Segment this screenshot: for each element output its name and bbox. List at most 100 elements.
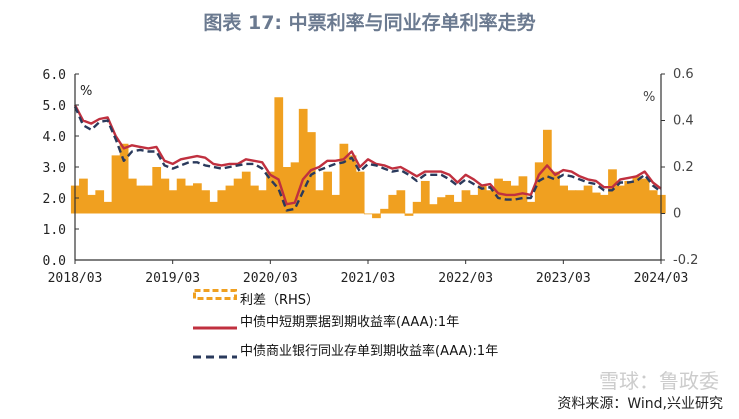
left-tick-label: 5.0 xyxy=(43,99,66,114)
spread-bar xyxy=(258,190,267,214)
chart-title: 图表 17: 中票利率与同业存单利率走势 xyxy=(203,12,536,34)
spread-bar xyxy=(616,185,625,214)
spread-bar xyxy=(494,178,503,214)
spread-bar xyxy=(624,180,634,214)
legend-item-ncd: 中债商业银行同业存单到期收益率(AAA):1年 xyxy=(193,344,498,364)
spread-bar xyxy=(640,178,650,214)
spread-bar xyxy=(298,108,308,214)
axes: 0.0 1.0 2.0 3.0 4.0 5.0 6.0 -0.2 0 0.2 0.4 0.6 2018/… xyxy=(43,67,699,286)
spread-bar xyxy=(404,213,414,216)
spread-bar xyxy=(445,194,455,214)
legend-item-spread: 利差（RHS） xyxy=(193,289,319,308)
spread-bar xyxy=(510,185,520,214)
spread-bar xyxy=(355,171,365,214)
spread-bar xyxy=(225,185,235,214)
left-tick-label: 6.0 xyxy=(43,68,66,83)
spread-bar xyxy=(469,194,479,214)
spread-bar xyxy=(396,190,406,214)
spread-bar xyxy=(542,129,552,214)
legend-item-cp: 中债中短期票据到期收益率(AAA):1年 xyxy=(193,315,459,335)
spread-bar xyxy=(388,194,398,214)
spread-bar xyxy=(583,185,593,214)
legend-label-cp: 中债中短期票据到期收益率(AAA):1年 xyxy=(240,315,460,330)
spread-bar xyxy=(136,185,145,214)
spread-bar xyxy=(648,190,658,214)
x-tick-label: 2024/03 xyxy=(634,271,689,286)
spread-bar xyxy=(184,185,194,214)
x-tick-label: 2023/03 xyxy=(536,271,591,286)
spread-bar xyxy=(363,213,373,215)
spread-bar xyxy=(111,155,121,214)
spread-bar xyxy=(526,201,536,214)
left-tick-label: 3.0 xyxy=(43,161,66,176)
spread-bar xyxy=(119,143,129,214)
spread-bar xyxy=(437,197,446,214)
spread-bar xyxy=(103,201,113,214)
spread-bar xyxy=(575,190,585,214)
left-tick-label: 2.0 xyxy=(43,192,66,207)
right-tick-label: 0.6 xyxy=(673,67,694,82)
spread-bar xyxy=(412,201,422,214)
spread-bar xyxy=(347,155,357,214)
spread-bar xyxy=(591,192,601,214)
spread-bar xyxy=(567,190,577,214)
ncd-rate-line xyxy=(73,106,662,212)
spread-bar xyxy=(477,185,487,214)
legend-label-spread: 利差（RHS） xyxy=(240,293,320,308)
legend-swatch-spread xyxy=(193,289,237,300)
spread-bar xyxy=(534,162,544,214)
x-tick-label: 2021/03 xyxy=(341,271,396,286)
spread-bar xyxy=(429,204,438,214)
spread-bar xyxy=(420,180,430,214)
spread-bar xyxy=(168,190,178,214)
spread-bar xyxy=(632,176,642,214)
spread-bar xyxy=(249,185,259,214)
x-tick-label: 2018/03 xyxy=(48,271,103,286)
spread-bars xyxy=(70,97,666,219)
rate-lines xyxy=(73,104,662,212)
spread-bar xyxy=(282,167,292,214)
legend-label-ncd: 中债商业银行同业存单到期收益率(AAA):1年 xyxy=(240,344,499,359)
left-tick-label: 4.0 xyxy=(43,130,66,145)
spread-bar xyxy=(233,178,243,214)
spread-bar xyxy=(461,190,471,214)
spread-bar xyxy=(502,180,512,214)
right-unit-label: % xyxy=(643,90,655,105)
spread-bar xyxy=(266,171,276,214)
right-tick-label: 0 xyxy=(673,207,681,222)
spread-bar xyxy=(217,190,227,214)
x-tick-label: 2019/03 xyxy=(145,271,200,286)
legend-swatch-ncd xyxy=(193,355,237,359)
spread-bar xyxy=(315,190,324,214)
spread-bar xyxy=(201,190,210,214)
spread-bar xyxy=(127,178,137,214)
right-tick-label: -0.2 xyxy=(673,253,698,268)
spread-bar xyxy=(152,167,162,214)
right-tick-label: 0.2 xyxy=(673,160,694,175)
legend-swatch-cp xyxy=(193,326,237,330)
right-tick-label: 0.4 xyxy=(673,114,694,129)
x-tick-label: 2020/03 xyxy=(243,271,298,286)
spread-bar xyxy=(176,178,186,214)
spread-bar xyxy=(241,171,251,214)
x-tick-label: 2022/03 xyxy=(438,271,493,286)
spread-bar xyxy=(290,162,300,214)
source-note: 资料来源：Wind,兴业研究 xyxy=(557,396,723,412)
spread-bar xyxy=(486,190,495,214)
spread-bar xyxy=(380,208,389,214)
spread-bar xyxy=(599,194,609,214)
cp-rate-line xyxy=(73,104,662,206)
spread-bar xyxy=(193,183,202,214)
spread-bar xyxy=(559,185,569,214)
spread-bar xyxy=(518,176,528,214)
spread-bar xyxy=(306,132,316,214)
spread-bar xyxy=(87,194,96,214)
spread-bar xyxy=(339,143,349,214)
spread-bar xyxy=(95,190,105,214)
spread-bar xyxy=(160,178,170,214)
left-tick-label: 0.0 xyxy=(43,254,66,269)
spread-bar xyxy=(551,171,560,214)
spread-bar xyxy=(79,178,88,214)
spread-bar xyxy=(144,185,153,214)
